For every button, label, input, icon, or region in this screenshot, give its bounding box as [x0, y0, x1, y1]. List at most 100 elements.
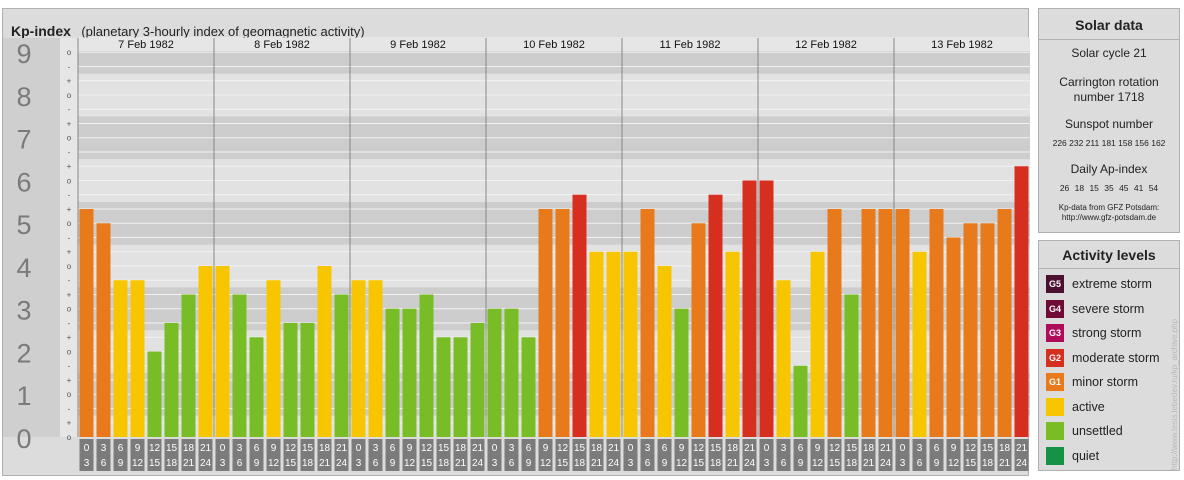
time-end-label: 3 — [900, 458, 906, 469]
kp-bar — [929, 209, 944, 437]
time-start-label: 9 — [815, 443, 821, 454]
time-start-label: 0 — [220, 443, 226, 454]
time-start-label: 15 — [574, 443, 586, 454]
time-end-label: 21 — [999, 458, 1011, 469]
time-end-label: 6 — [373, 458, 379, 469]
time-cell — [147, 439, 162, 471]
time-cell — [929, 439, 944, 471]
time-start-label: 9 — [951, 443, 957, 454]
activity-levels-panel: Activity levels G5 extreme storm G4 severe … — [1038, 240, 1180, 471]
time-start-label: 6 — [526, 443, 532, 454]
time-start-label: 15 — [166, 443, 178, 454]
time-start-label: 18 — [863, 443, 875, 454]
y-minor-tick: o — [67, 48, 72, 57]
time-start-label: 6 — [254, 443, 260, 454]
y-minor-tick: o — [67, 176, 72, 185]
y-minor-tick: o — [67, 347, 72, 356]
legend-swatch: G4 — [1046, 299, 1064, 318]
time-start-label: 12 — [829, 443, 841, 454]
kp-chart-panel: Kp-index (planetary 3-hourly index of ge… — [2, 8, 1030, 476]
time-cell — [453, 439, 468, 471]
time-end-label: 6 — [237, 458, 243, 469]
y-minor-tick: o — [67, 305, 72, 314]
y-tick-label: 2 — [16, 338, 31, 368]
time-cell — [504, 439, 519, 471]
source-link[interactable]: http://www.gfz-potsdam.de — [1061, 213, 1157, 222]
day-label: 10 Feb 1982 — [523, 39, 585, 51]
day-label: 7 Feb 1982 — [118, 39, 174, 51]
time-cell — [589, 439, 604, 471]
kp-bar — [130, 280, 145, 437]
time-end-label: 21 — [319, 458, 331, 469]
legend-swatch: G1 — [1046, 373, 1064, 391]
time-cell — [657, 439, 672, 471]
day-label: 13 Feb 1982 — [931, 39, 993, 51]
time-start-label: 15 — [846, 443, 858, 454]
time-end-label: 3 — [84, 458, 90, 469]
time-end-label: 18 — [710, 458, 722, 469]
source-line1: Kp-data from GFZ Potsdam: — [1058, 203, 1160, 212]
y-minor-tick: - — [68, 276, 71, 285]
time-start-label: 18 — [183, 443, 195, 454]
time-start-label: 12 — [421, 443, 433, 454]
kp-bar — [776, 280, 791, 437]
time-start-label: 3 — [373, 443, 379, 454]
kp-bar — [963, 223, 978, 437]
legend-label: moderate storm — [1072, 350, 1160, 365]
time-end-label: 3 — [764, 458, 770, 469]
time-cell — [368, 439, 383, 471]
kp-bar — [113, 280, 128, 437]
chart-title-bar: Kp-index (planetary 3-hourly index of ge… — [11, 20, 365, 42]
legend-label: extreme storm — [1072, 277, 1152, 291]
time-end-label: 24 — [880, 458, 892, 469]
time-cell — [810, 439, 825, 471]
kp-bar — [436, 337, 451, 437]
kp-bar — [555, 209, 570, 437]
time-cell — [895, 439, 910, 471]
kp-bar — [232, 294, 247, 437]
legend-item-unsettled: unsettled — [1046, 422, 1123, 440]
time-cell — [912, 439, 927, 471]
sunspot-title: Sunspot number — [1064, 117, 1154, 131]
time-start-label: 9 — [271, 443, 277, 454]
time-end-label: 18 — [166, 458, 178, 469]
y-minor-tick: - — [68, 362, 71, 371]
date-strip — [78, 38, 1030, 51]
time-end-label: 12 — [540, 458, 552, 469]
time-end-label: 24 — [472, 458, 484, 469]
kp-bar — [691, 223, 706, 437]
time-end-label: 21 — [183, 458, 195, 469]
time-end-label: 15 — [557, 458, 569, 469]
y-minor-tick: + — [67, 162, 72, 171]
time-end-label: 9 — [254, 458, 260, 469]
time-cell — [844, 439, 859, 471]
time-cell — [572, 439, 587, 471]
time-end-label: 21 — [863, 458, 875, 469]
kp-bar — [385, 308, 400, 437]
time-start-label: 6 — [390, 443, 396, 454]
kp-bar — [589, 251, 604, 437]
time-start-label: 15 — [710, 443, 722, 454]
kp-bar — [606, 251, 621, 437]
time-start-label: 3 — [237, 443, 243, 454]
kp-bar — [470, 322, 485, 437]
time-cell — [963, 439, 978, 471]
y-minor-tick: o — [67, 134, 72, 143]
time-cell — [793, 439, 808, 471]
time-cell — [827, 439, 842, 471]
legend-item-strong-storm: G3 strong storm — [1046, 324, 1141, 342]
time-cell — [487, 439, 502, 471]
kp-bar — [725, 251, 740, 437]
y-minor-tick: + — [67, 248, 72, 257]
time-start-label: 18 — [727, 443, 739, 454]
kp-bar — [946, 237, 961, 437]
y-minor-tick: + — [67, 205, 72, 214]
time-start-label: 21 — [880, 443, 892, 454]
time-cell — [436, 439, 451, 471]
time-cell — [997, 439, 1012, 471]
y-tick-label: 7 — [16, 125, 31, 155]
time-start-label: 15 — [982, 443, 994, 454]
time-end-label: 12 — [812, 458, 824, 469]
time-end-label: 9 — [934, 458, 940, 469]
time-start-label: 21 — [336, 443, 348, 454]
